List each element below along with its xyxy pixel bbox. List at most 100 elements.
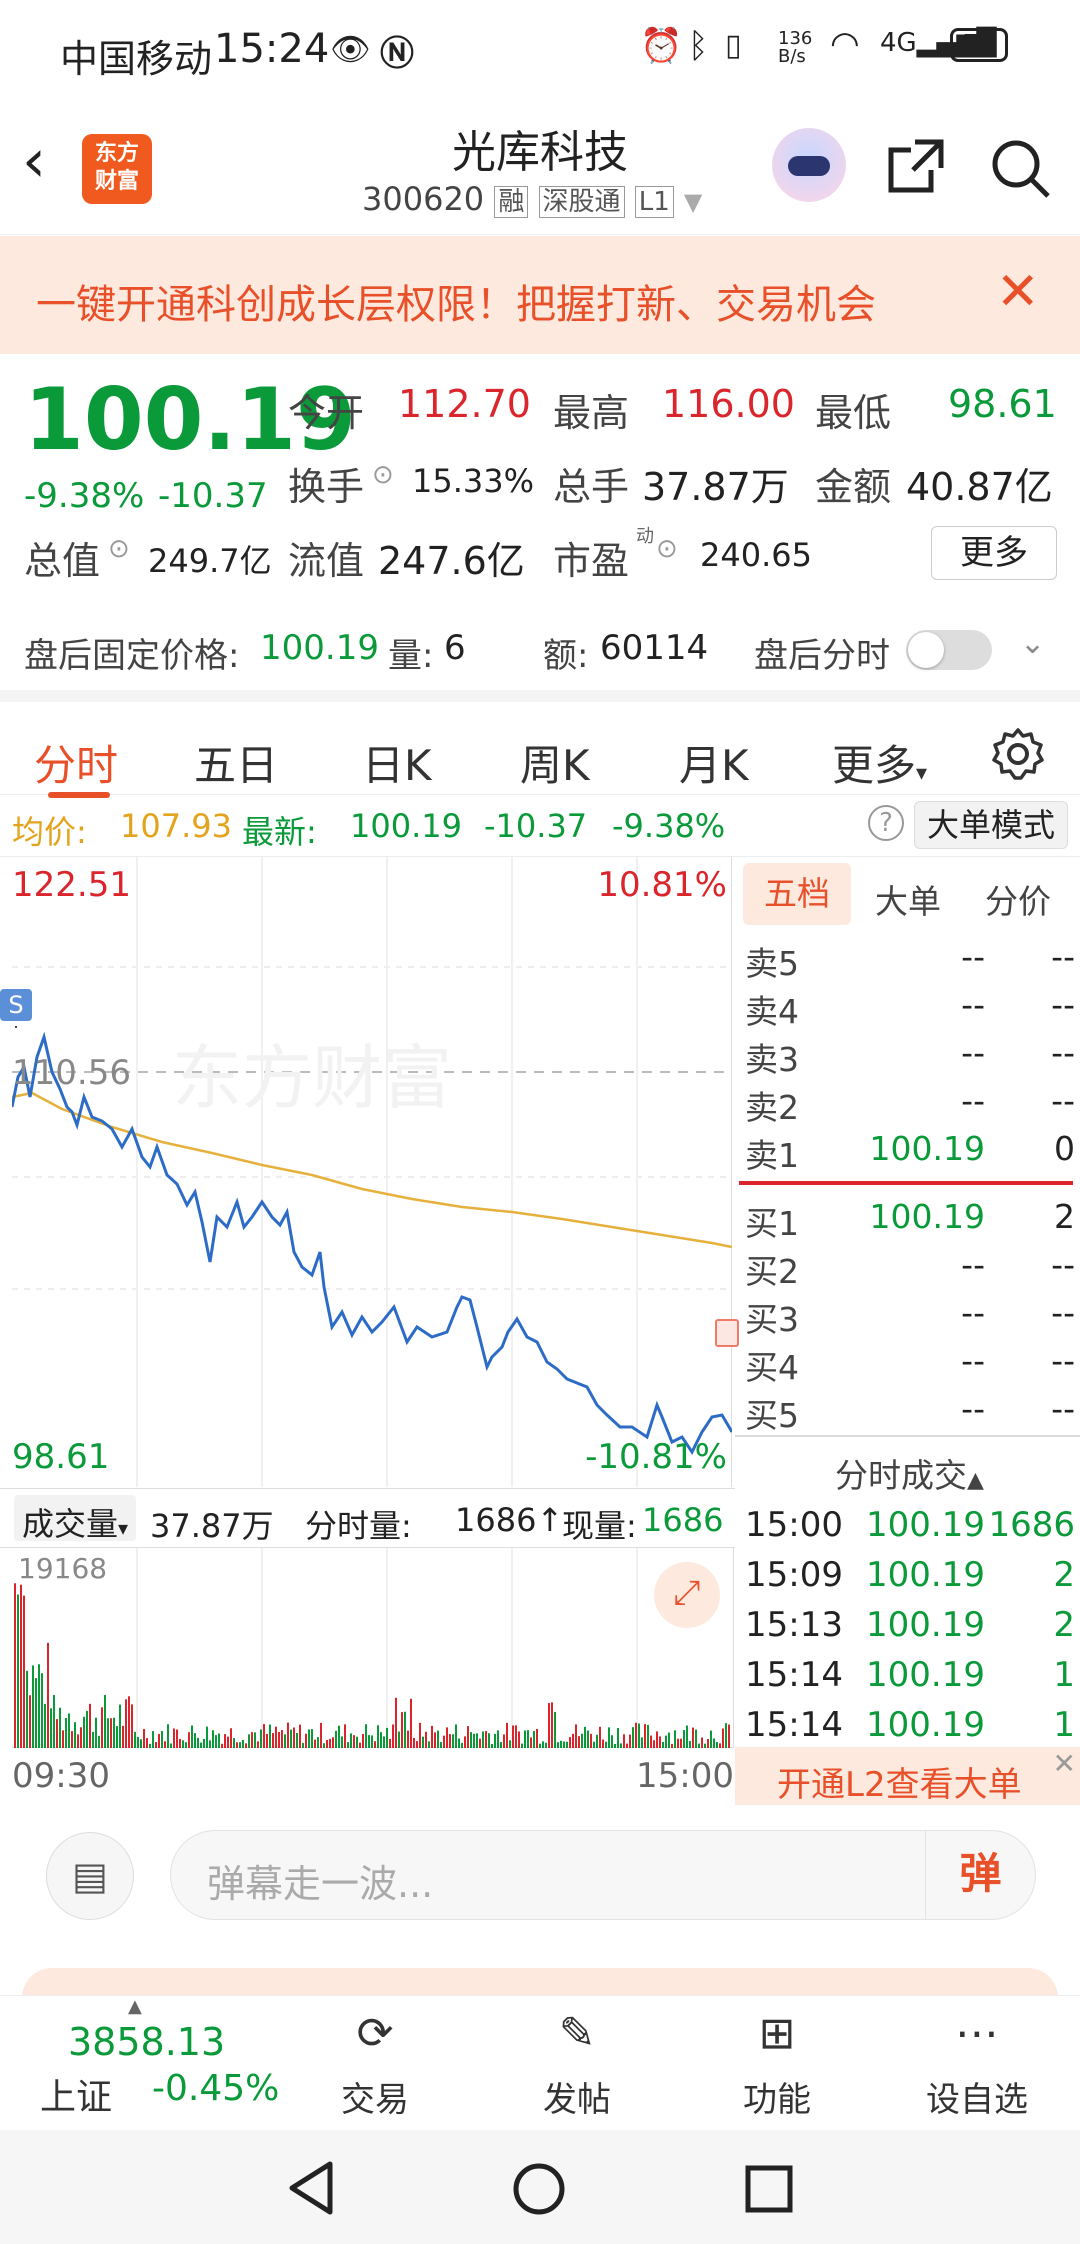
event-marker-icon[interactable]: [715, 1319, 739, 1347]
comment-input[interactable]: 弹幕走一波... 弹: [170, 1830, 1036, 1920]
tab-big-orders[interactable]: 大单: [875, 882, 941, 921]
volume-bar: [512, 1725, 514, 1748]
share-icon[interactable]: [885, 136, 947, 198]
promo-banner[interactable]: 一键开通科创成长层权限！把握打新、交易机会 ✕: [0, 236, 1080, 354]
volume-bar: [89, 1703, 91, 1748]
volume-bar: [410, 1698, 412, 1748]
big-order-mode-button[interactable]: 大单模式: [914, 801, 1068, 849]
back-triangle-icon[interactable]: [286, 2160, 338, 2216]
volume-bar: [425, 1731, 427, 1748]
volume-bar: [122, 1725, 124, 1748]
level-label: 买3: [745, 1300, 799, 1339]
volume-bar: [566, 1741, 568, 1748]
volume-bar: [602, 1739, 604, 1748]
bid-row[interactable]: 买3 -- --: [745, 1293, 1075, 1341]
ticks-title-toggle[interactable]: 分时成交▲: [835, 1456, 984, 1495]
volume-bar: [467, 1726, 469, 1748]
home-circle-icon[interactable]: [512, 2162, 566, 2216]
tick-time: 15:09: [745, 1555, 843, 1595]
recents-square-icon[interactable]: [744, 2164, 794, 2214]
tab-more[interactable]: 更多▾: [832, 741, 928, 790]
volume-bar: [386, 1727, 388, 1748]
ask-row[interactable]: 卖3 -- --: [745, 1033, 1075, 1081]
volume-bar: [311, 1729, 313, 1748]
info-icon[interactable]: ⊙: [656, 534, 678, 564]
ask-row[interactable]: 卖2 -- --: [745, 1081, 1075, 1129]
volume-bar: [110, 1718, 112, 1748]
comment-placeholder: 弹幕走一波...: [207, 1862, 434, 1906]
volume-bar: [284, 1734, 286, 1748]
volume-bar: [434, 1732, 436, 1748]
close-icon[interactable]: ✕: [1052, 1747, 1076, 1780]
intraday-chart[interactable]: 东方财富 S 122.51 10.81% 110.56 98.61 -10.81…: [0, 857, 739, 1487]
latest-value: 100.19: [350, 807, 462, 845]
gear-icon[interactable]: [990, 726, 1046, 782]
tab-five-day[interactable]: 五日: [194, 741, 279, 790]
nav-functions[interactable]: ⊞ 功能: [702, 2008, 852, 2121]
stock-code-row[interactable]: 300620 融 深股通 L1 ▼: [362, 180, 702, 218]
volume-bar: [233, 1738, 235, 1748]
latest-pct: -9.38%: [612, 807, 726, 845]
s-marker[interactable]: S: [0, 989, 32, 1021]
volume-bar: [224, 1734, 226, 1748]
volume-bar: [395, 1697, 397, 1748]
volume-bar: [149, 1743, 151, 1748]
tab-weekly-k[interactable]: 周K: [520, 741, 590, 790]
tab-monthly-k[interactable]: 月K: [679, 741, 749, 790]
robot-avatar-icon[interactable]: [772, 128, 846, 202]
bid-row[interactable]: 买1 100.19 2: [745, 1197, 1075, 1245]
close-icon[interactable]: ✕: [996, 262, 1040, 322]
clock: 15:24: [214, 26, 330, 72]
volume-chart[interactable]: 19168 ⤢: [12, 1548, 734, 1748]
volume-bar: [524, 1730, 526, 1748]
nav-post[interactable]: ✎ 发帖: [502, 2008, 652, 2121]
volume-label: 总手: [553, 465, 630, 509]
expand-icon[interactable]: ⤢: [654, 1562, 720, 1628]
bid-row[interactable]: 买4 -- --: [745, 1341, 1075, 1389]
ask-row[interactable]: 卖4 -- --: [745, 985, 1075, 1033]
open-label: 今开: [288, 391, 365, 435]
volume-header: 成交量▾ 37.87万 分时量: 1686↑ 现量: 1686: [0, 1488, 735, 1548]
ask-row[interactable]: 卖1 100.19 0: [745, 1129, 1075, 1177]
promo-sheet-edge: [22, 1968, 1058, 1998]
search-icon[interactable]: [988, 136, 1052, 200]
tab-price-distribution[interactable]: 分价: [985, 882, 1051, 921]
volume-bar: [23, 1595, 25, 1748]
help-icon[interactable]: ?: [868, 805, 904, 841]
tab-intraday[interactable]: 分时: [34, 741, 119, 790]
volume-bar: [164, 1741, 166, 1748]
level-price: --: [961, 1389, 985, 1428]
tick-price: 100.19: [866, 1505, 985, 1545]
volume-bar: [14, 1583, 16, 1748]
tab-five-levels[interactable]: 五档: [743, 863, 851, 925]
back-icon[interactable]: ‹: [22, 126, 46, 196]
volume-bar: [95, 1717, 97, 1748]
nav-trade[interactable]: ⟳ 交易: [300, 2008, 450, 2121]
tick-volume: 2: [1053, 1605, 1075, 1645]
index-ticker[interactable]: ▲ 3858.13 上证 -0.45%: [20, 1996, 300, 2118]
l2-promo[interactable]: 开通L2查看大单 ✕: [735, 1747, 1080, 1805]
nav-add-watchlist[interactable]: ⋯ 设自选: [902, 2008, 1052, 2121]
level-volume: --: [1051, 1389, 1075, 1428]
float-label: 流值: [288, 539, 365, 583]
tick-price: 100.19: [866, 1705, 985, 1745]
info-icon[interactable]: ⊙: [108, 534, 130, 564]
volume-bar: [515, 1725, 517, 1748]
volume-bar: [302, 1742, 304, 1748]
bid-row[interactable]: 买2 -- --: [745, 1245, 1075, 1293]
tab-daily-k[interactable]: 日K: [362, 741, 432, 790]
info-icon[interactable]: ⊙: [372, 460, 394, 490]
danmaku-settings-icon[interactable]: ▤: [46, 1832, 134, 1920]
bid-row[interactable]: 买5 -- --: [745, 1389, 1075, 1437]
after-hours-toggle[interactable]: [906, 630, 992, 670]
level-label: 卖1: [745, 1136, 799, 1175]
send-danmaku-button[interactable]: 弹: [925, 1831, 1035, 1919]
volume-bar: [317, 1737, 319, 1748]
volume-indicator-select[interactable]: 成交量▾: [14, 1495, 137, 1543]
volume-bar: [521, 1743, 523, 1748]
chevron-down-icon[interactable]: ⌄: [1020, 626, 1046, 661]
volume-bar: [68, 1713, 70, 1748]
latest-label: 最新:: [242, 813, 317, 851]
more-button[interactable]: 更多: [931, 526, 1057, 580]
ask-row[interactable]: 卖5 -- --: [745, 937, 1075, 985]
